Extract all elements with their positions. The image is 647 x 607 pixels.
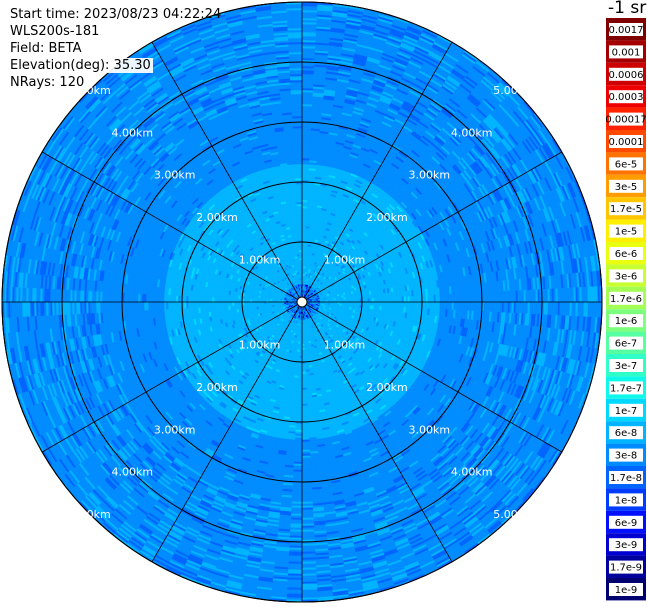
ppi-cell [390,302,392,307]
ppi-cell [396,297,398,302]
ppi-cell [302,198,307,200]
ppi-cell [364,299,366,302]
ppi-cell [376,298,378,302]
ppi-cell [302,230,306,232]
ppi-cell [382,298,384,302]
ppi-cell [356,302,358,305]
ppi-cell [378,298,380,302]
ppi-cell [374,298,376,302]
ppi-cell [390,297,392,302]
ppi-cell [376,302,378,306]
ppi-cell [398,302,400,307]
ppi-cell [404,297,406,302]
ppi-cell [386,302,388,307]
ppi-cell [302,226,306,228]
ppi-cell [302,236,305,238]
ppi-cell [374,302,376,306]
ppi-cell [378,302,380,306]
ppi-cell [392,302,394,307]
ppi-cell [396,302,398,307]
ppi-cell [302,202,307,204]
ppi-cell [394,302,396,307]
ppi-cell [382,302,384,306]
ppi-cell [398,297,400,302]
ppi-cell [384,302,386,306]
ppi-cell [302,232,306,234]
ppi-cell [354,302,356,305]
ppi-cell [370,298,372,302]
ppi-cell [380,298,382,302]
ppi-cell [384,298,386,302]
ppi-cell [302,212,307,214]
ppi-cell [302,248,305,250]
ppi-cell [302,246,305,248]
ppi-cell [302,220,306,222]
ppi-cell [358,302,360,305]
ppi-cell [302,214,307,216]
ppi-cell [368,302,370,306]
ppi-cell [394,297,396,302]
ppi-cell [386,298,388,303]
ppi-cell [400,297,402,302]
ppi-cell [388,297,390,302]
ppi-cell [392,297,394,302]
ppi-cell [354,299,356,302]
ppi-cell [302,208,307,210]
ppi-cell [402,302,404,307]
ppi-cell [388,302,390,307]
ppi-cell [302,206,307,208]
ppi-cell [302,222,306,224]
ppi-cell [366,302,368,305]
ppi-cell [302,250,305,252]
ppi-cell [302,224,306,226]
ppi-cell [372,298,374,302]
ppi-cell [302,210,307,212]
ppi-cell [404,302,406,307]
ppi-cell [370,302,372,306]
ppi-cell [302,244,305,246]
ppi-cell [400,302,402,307]
ppi-cell [364,302,366,305]
ppi-cell [366,299,368,302]
ppi-cell [368,298,370,302]
ppi-cell [302,200,307,202]
ppi-cell [302,228,306,230]
ppi-cell [302,234,306,236]
ppi-cell [356,299,358,302]
ppi-cell [352,302,354,305]
ppi-cell [302,218,306,220]
ppi-cell [352,299,354,302]
ppi-cell [402,297,404,302]
ppi-cell [358,299,360,302]
ppi-cell [302,204,307,206]
ppi-cell [380,302,382,306]
ppi-cell [302,216,307,218]
ppi-cell [302,238,305,240]
ppi-cell [372,302,374,306]
